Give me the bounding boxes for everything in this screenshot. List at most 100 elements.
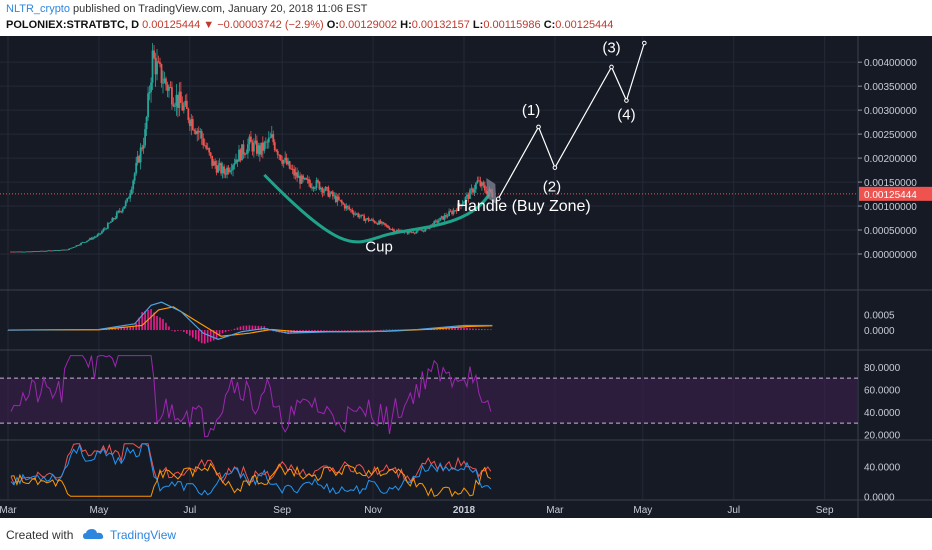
candle-body — [413, 232, 416, 234]
time-tick-label: Sep — [273, 505, 291, 516]
candle-body — [269, 137, 272, 139]
macd-bar — [221, 330, 224, 334]
cup-curve — [263, 173, 491, 244]
candle-body — [309, 183, 312, 188]
candle-body — [463, 201, 465, 204]
candle-body — [382, 222, 385, 224]
candle-body — [478, 180, 480, 182]
macd-bar — [206, 330, 209, 343]
macd-bar — [442, 328, 444, 331]
macd-bar — [126, 326, 129, 331]
candle-body — [470, 188, 473, 190]
candle-body — [434, 220, 437, 222]
macd-bar — [183, 330, 185, 332]
candle-body — [351, 209, 354, 213]
candle-body — [303, 177, 306, 180]
candle-body — [200, 131, 203, 139]
candle-body — [22, 251, 24, 253]
candle-body — [187, 108, 190, 121]
candle-body — [226, 167, 228, 175]
candle-body — [90, 238, 93, 240]
candle-body — [454, 210, 456, 211]
candle-body — [157, 61, 160, 63]
candle-body — [302, 175, 304, 180]
price-tick-label: 0.00300000 — [864, 106, 917, 117]
candle-body — [148, 92, 151, 94]
candle-body — [282, 160, 285, 164]
chart-svg[interactable]: 0.00400000 0.00350000 0.00300000 0.00250000… — [0, 36, 932, 518]
macd-bar — [123, 326, 126, 331]
candle-body — [163, 78, 166, 83]
candle-body — [276, 151, 279, 155]
candle-body — [312, 187, 315, 189]
candle-body — [124, 201, 127, 207]
candle-body — [464, 197, 467, 202]
candle-body — [212, 161, 215, 166]
macd-bar — [463, 327, 465, 331]
candle-body — [437, 220, 440, 223]
time-tick-label: Mar — [546, 505, 564, 516]
author-link[interactable]: NLTR_crypto — [6, 3, 70, 15]
candle-body — [366, 218, 369, 220]
candle-body — [230, 169, 233, 171]
candle-body — [300, 175, 303, 184]
candle-body — [99, 233, 102, 235]
candle-body — [461, 203, 464, 207]
macd-bar — [132, 326, 134, 331]
candle-body — [355, 213, 358, 215]
candle-body — [390, 229, 392, 230]
macd-bar — [451, 327, 453, 331]
candle-body — [117, 210, 120, 213]
candle-body — [388, 227, 391, 230]
candle-body — [159, 62, 161, 65]
macd-bar — [174, 330, 176, 332]
projection-point — [536, 124, 541, 130]
macd-bar — [186, 330, 188, 334]
candle-body — [421, 230, 424, 232]
candle-body — [111, 218, 114, 222]
price-tick-label: 0.00150000 — [864, 178, 917, 189]
candle-body — [306, 179, 309, 181]
candle-body — [415, 231, 418, 234]
macd-bar — [338, 330, 340, 331]
candle-body — [317, 180, 319, 182]
projection-wave — [497, 42, 645, 200]
tradingview-brand[interactable]: TradingView — [110, 528, 177, 542]
candle-body — [348, 207, 351, 210]
candle-body — [132, 180, 135, 190]
candle-body — [354, 213, 357, 215]
candle-body — [50, 250, 53, 252]
grid-lines — [0, 36, 858, 500]
candle-body — [193, 129, 196, 132]
macd-bar — [177, 330, 179, 331]
macd-bar — [212, 330, 215, 341]
candle-body — [397, 229, 400, 231]
publish-line: NLTR_crypto published on TradingView.com… — [6, 3, 367, 15]
candle-body — [120, 211, 123, 213]
macd-bar — [171, 330, 173, 331]
candle-body — [467, 194, 470, 199]
candle-body — [393, 229, 395, 232]
candle-body — [267, 137, 270, 143]
rsi-tick-label: 20.0000 — [864, 430, 901, 441]
candle-body — [60, 249, 63, 251]
time-tick-label: May — [89, 505, 108, 516]
candle-body — [112, 218, 115, 220]
candle-body — [244, 154, 246, 155]
candle-body — [336, 196, 339, 203]
candle-body — [288, 161, 291, 169]
candle-body — [87, 239, 90, 241]
candle-body — [223, 166, 225, 174]
candle-body — [424, 228, 427, 232]
candle-body — [96, 234, 99, 237]
candle-body — [273, 142, 276, 150]
candle-body — [261, 142, 264, 151]
candle-body — [373, 220, 376, 223]
price-tick-label: 0.00050000 — [864, 226, 917, 237]
chart-area[interactable]: 0.00400000 0.00350000 0.00300000 0.00250000… — [0, 36, 932, 518]
candle-body — [248, 136, 251, 145]
candle-body — [11, 251, 14, 253]
candle-body — [98, 233, 100, 235]
candle-body — [422, 230, 425, 232]
candle-body — [118, 210, 121, 212]
